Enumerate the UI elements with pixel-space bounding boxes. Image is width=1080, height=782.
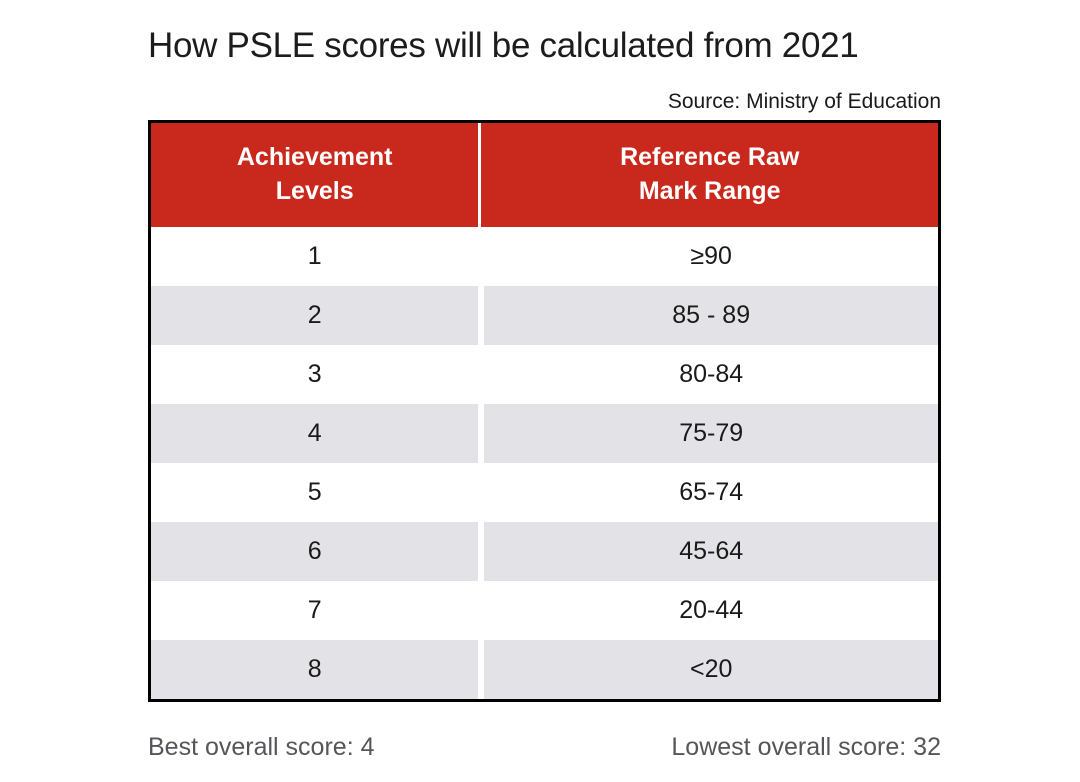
- score-notes: Best overall score: 4 Lowest overall sco…: [148, 733, 941, 762]
- table-row: 7 20-44: [151, 581, 938, 640]
- cell-mark-range: 65-74: [478, 463, 938, 522]
- cell-achievement-level: 3: [151, 345, 479, 404]
- col-header-achievement-levels: Achievement Levels: [151, 123, 478, 227]
- cell-achievement-level: 1: [151, 227, 479, 286]
- cell-achievement-level: 5: [151, 463, 479, 522]
- table-row: 3 80-84: [151, 345, 938, 404]
- cell-achievement-level: 2: [151, 286, 479, 345]
- page-title: How PSLE scores will be calculated from …: [148, 26, 859, 65]
- cell-mark-range: 85 - 89: [478, 286, 938, 345]
- col-header-reference-raw-mark-range: Reference Raw Mark Range: [478, 123, 938, 227]
- cell-mark-range: 75-79: [478, 404, 938, 463]
- lowest-overall-score-note: Lowest overall score: 32: [671, 733, 941, 761]
- cell-mark-range: ≥90: [478, 227, 938, 286]
- best-overall-score-note: Best overall score: 4: [148, 733, 375, 761]
- cell-achievement-level: 8: [151, 640, 479, 699]
- table-row: 4 75-79: [151, 404, 938, 463]
- cell-mark-range: <20: [478, 640, 938, 699]
- source-attribution: Source: Ministry of Education: [667, 90, 941, 113]
- cell-achievement-level: 7: [151, 581, 479, 640]
- table-row: 1 ≥90: [151, 227, 938, 286]
- col-header-label: Achievement Levels: [236, 143, 393, 205]
- table-row: 8 <20: [151, 640, 938, 699]
- psle-score-table: Achievement Levels Reference Raw Mark Ra…: [148, 120, 941, 702]
- table-row: 5 65-74: [151, 463, 938, 522]
- cell-mark-range: 80-84: [478, 345, 938, 404]
- col-header-label: Reference Raw Mark Range: [620, 143, 800, 205]
- cell-achievement-level: 4: [151, 404, 479, 463]
- table-header-row: Achievement Levels Reference Raw Mark Ra…: [151, 123, 938, 227]
- content-column: How PSLE scores will be calculated from …: [148, 0, 941, 762]
- table-row: 2 85 - 89: [151, 286, 938, 345]
- cell-mark-range: 20-44: [478, 581, 938, 640]
- cell-achievement-level: 6: [151, 522, 479, 581]
- cell-mark-range: 45-64: [478, 522, 938, 581]
- table-body: 1 ≥90 2 85 - 89 3 80-84 4: [151, 227, 938, 699]
- table-row: 6 45-64: [151, 522, 938, 581]
